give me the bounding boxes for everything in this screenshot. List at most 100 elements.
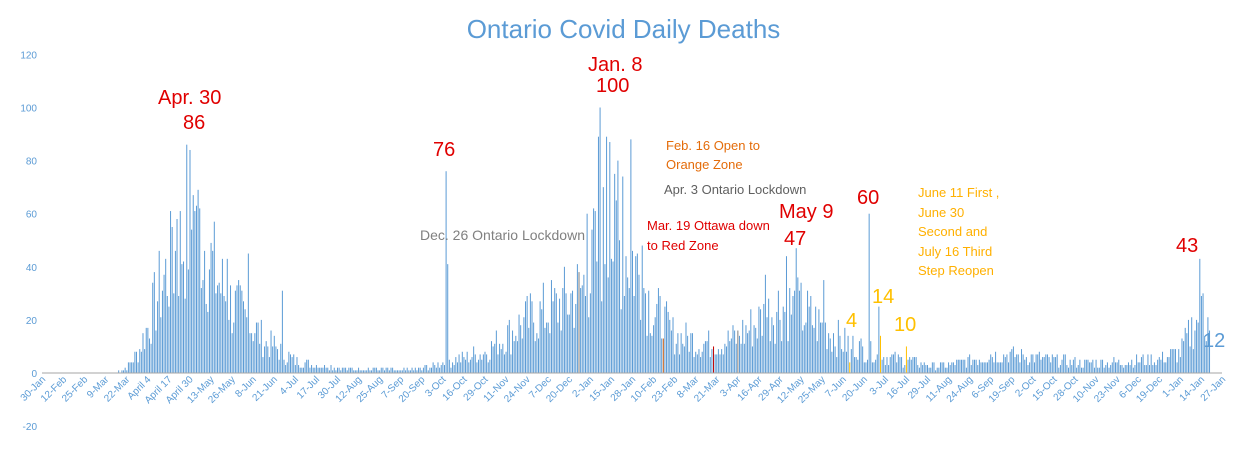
bar	[512, 330, 514, 373]
bar	[144, 349, 146, 373]
bar	[573, 327, 575, 373]
bar	[179, 211, 181, 373]
bar	[1077, 365, 1079, 373]
bar	[1082, 367, 1084, 373]
bar	[935, 370, 937, 373]
bar	[845, 351, 847, 373]
y-tick-label: -20	[23, 422, 38, 433]
bar	[1118, 359, 1120, 373]
bar	[800, 282, 802, 373]
bar	[586, 213, 588, 373]
bar	[358, 367, 360, 373]
bar	[251, 333, 253, 373]
bar	[944, 367, 946, 373]
bar	[824, 322, 826, 373]
bar	[805, 322, 807, 373]
bar	[925, 365, 927, 373]
bar	[974, 359, 976, 373]
bar	[612, 261, 614, 373]
bar	[474, 354, 476, 373]
bar	[419, 367, 421, 373]
bar	[946, 367, 948, 373]
bar	[1071, 365, 1073, 373]
bar	[670, 330, 672, 373]
bar	[1142, 354, 1144, 373]
bar	[435, 367, 437, 373]
bar	[951, 362, 953, 373]
bar	[1046, 354, 1048, 373]
bar	[717, 349, 719, 373]
bar	[604, 264, 606, 373]
bar	[1155, 365, 1157, 373]
bar	[309, 367, 311, 373]
bar	[1085, 359, 1087, 373]
bar	[576, 264, 578, 373]
bar	[594, 211, 596, 373]
bar	[183, 261, 185, 373]
bar	[632, 250, 633, 373]
bar	[730, 338, 732, 374]
y-tick-label: 0	[31, 369, 37, 380]
bar	[870, 341, 872, 373]
bar	[734, 330, 736, 373]
bar	[380, 367, 382, 373]
bar	[1058, 367, 1060, 373]
bar	[1181, 338, 1183, 374]
bar	[1105, 365, 1107, 373]
bar	[268, 357, 270, 373]
bar	[359, 370, 361, 373]
bar	[1176, 362, 1178, 373]
bar	[129, 362, 131, 373]
bar	[633, 296, 635, 373]
bar	[249, 333, 251, 373]
bar	[591, 229, 593, 373]
annotation-june-value: 60	[857, 187, 880, 209]
bar	[873, 362, 875, 373]
bar	[388, 370, 390, 373]
bar	[118, 370, 120, 373]
bar	[181, 264, 183, 373]
bar	[802, 330, 804, 373]
bar	[855, 357, 857, 373]
bar	[1163, 362, 1165, 373]
bar	[552, 301, 554, 373]
bar	[1173, 349, 1175, 373]
bar	[131, 362, 133, 373]
bar	[643, 288, 645, 373]
bar	[768, 298, 770, 373]
bar	[964, 359, 966, 373]
bar	[307, 359, 309, 373]
note-reopen-steps: June 11 First , June 30 Second and July …	[918, 183, 999, 281]
bar	[325, 367, 327, 373]
bar	[578, 272, 580, 373]
bar	[265, 341, 267, 373]
bar	[837, 319, 839, 373]
bar	[1145, 365, 1147, 373]
bar	[915, 357, 917, 373]
bar	[1016, 354, 1018, 373]
bar	[413, 370, 415, 373]
bar	[238, 280, 240, 373]
bar	[826, 349, 828, 373]
bar	[902, 367, 904, 373]
bar	[580, 288, 582, 373]
bar	[510, 354, 512, 373]
bar	[933, 362, 935, 373]
bar	[207, 311, 209, 373]
bar	[948, 362, 950, 373]
bar	[348, 367, 350, 373]
bar	[884, 365, 886, 373]
note-reopen-line1: June 11 First ,	[918, 185, 1000, 200]
bar	[1027, 365, 1029, 373]
bar	[1024, 359, 1026, 373]
bar-series	[118, 107, 1211, 374]
note-reopen-line5: Step Reopen	[918, 263, 994, 278]
bar	[1014, 357, 1016, 373]
bar	[1183, 341, 1185, 373]
bar	[199, 208, 201, 373]
bar	[393, 370, 395, 373]
bar	[570, 293, 572, 373]
bar	[854, 357, 856, 373]
bar	[312, 367, 314, 373]
bar	[499, 343, 501, 373]
